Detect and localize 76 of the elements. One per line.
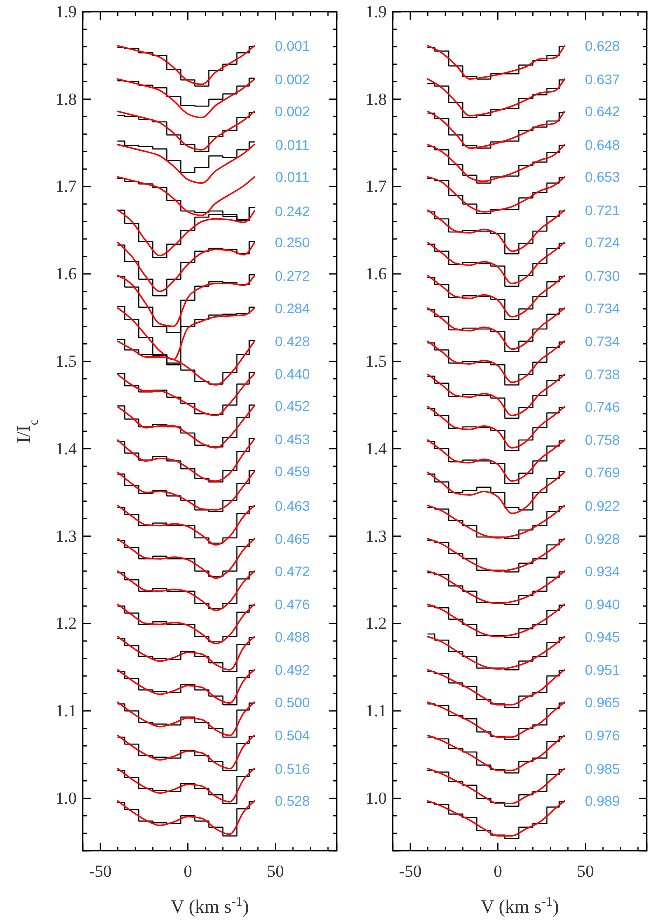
annotation: 0.769 [585,464,620,481]
x-tick-label: -50 [399,862,422,882]
annotation: 0.738 [585,366,620,383]
x-tick-label: 50 [267,862,284,882]
x-tick-label: 0 [494,862,502,882]
y-tick-label: 1.9 [56,2,77,22]
y-tick-label: 1.1 [56,702,77,721]
annotation: 0.459 [275,464,310,480]
y-tick-label: 1.4 [56,439,78,458]
y-tick-label: 1.5 [366,352,387,372]
annotation: 0.516 [275,760,310,777]
annotation: 0.934 [585,563,620,580]
annotation: 0.472 [275,563,310,580]
annotation: 0.488 [275,628,310,645]
y-tick-label: 1.7 [366,177,388,196]
annotation: 0.011 [276,169,310,186]
annotation: 0.250 [275,234,310,251]
y-tick-label: 1.8 [366,90,387,109]
annotation: 0.637 [585,71,620,88]
annotation: 0.758 [585,432,620,448]
annotation: 0.734 [585,300,620,316]
annotation: 0.976 [585,728,620,744]
annotation: 0.730 [585,268,620,284]
annotation: 0.989 [585,793,620,810]
x-tick-label: -50 [89,862,112,882]
annotation: 0.500 [275,694,310,710]
annotation: 0.642 [585,104,620,120]
annotation: 0.928 [585,530,620,547]
x-axis-title: V (km s$^{-1}$) [480,894,560,918]
annotation: 0.463 [275,498,310,514]
y-tick-label: 1.4 [366,439,388,458]
y-tick-label: 1.6 [366,264,387,284]
annotation: 0.242 [275,203,310,220]
annotation: 0.272 [275,268,310,284]
annotation: 0.734 [585,333,620,350]
y-tick-label: 1.7 [56,177,78,196]
y-tick-label: 1.0 [56,789,77,808]
annotation: 0.492 [275,662,310,678]
annotation: 0.284 [275,300,310,316]
annotation: 0.452 [275,398,310,414]
annotation: 0.721 [585,202,620,218]
annotation: 0.011 [276,136,310,153]
x-axis-title: V (km s$^{-1}$) [170,894,250,918]
y-tick-label: 1.3 [366,526,387,546]
y-tick-label: 1.2 [56,614,77,634]
annotation: 0.653 [585,169,620,186]
y-tick-label: 1.1 [366,702,387,721]
annotation: 0.453 [275,431,310,448]
annotation: 0.504 [275,728,310,744]
x-tick-label: 50 [577,862,594,882]
y-tick-label: 1.6 [56,264,77,284]
x-tick-label: 0 [184,862,192,882]
y-tick-label: 1.2 [366,614,387,634]
y-tick-label: 1.5 [56,352,77,372]
annotation: 0.951 [585,662,620,678]
annotation: 0.985 [585,760,620,777]
annotation: 0.428 [275,333,310,350]
y-tick-label: 1.0 [366,789,387,808]
annotation: 0.476 [275,596,310,613]
y-tick-label: 1.3 [56,526,77,546]
annotation: 0.002 [275,104,310,120]
annotation: 0.001 [275,38,310,54]
y-tick-label: 1.9 [366,2,387,22]
annotation: 0.965 [585,694,620,710]
annotation: 0.465 [275,530,310,547]
annotation: 0.628 [585,38,620,54]
annotation: 0.940 [585,596,620,613]
annotation: 0.724 [585,234,620,251]
annotation: 0.648 [585,136,620,153]
annotation: 0.922 [585,498,620,514]
annotation: 0.528 [275,793,310,810]
annotation: 0.440 [275,366,310,382]
y-tick-label: 1.8 [56,90,77,109]
annotation: 0.945 [585,628,620,645]
annotation: 0.002 [275,71,310,88]
annotation: 0.746 [585,399,620,416]
